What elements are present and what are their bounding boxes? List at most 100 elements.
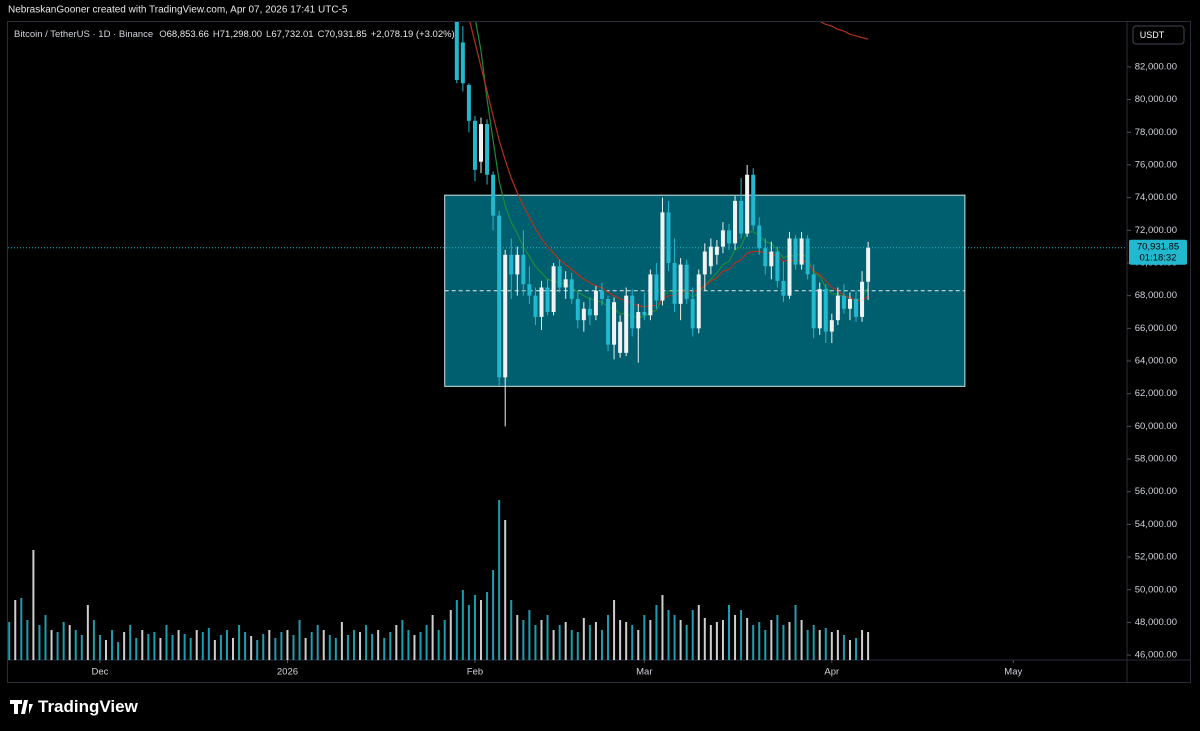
candle-body xyxy=(618,321,623,353)
volume-bar xyxy=(727,605,730,660)
volume-bar xyxy=(238,625,241,660)
candle-body xyxy=(460,42,465,84)
volume-bar xyxy=(848,640,851,660)
candle-body xyxy=(696,274,701,329)
candle-body xyxy=(781,280,786,296)
volume-bar xyxy=(26,620,29,660)
volume-bar xyxy=(359,632,362,660)
candle-body xyxy=(630,295,635,329)
volume-bar xyxy=(649,620,652,660)
volume-bar xyxy=(437,630,440,660)
candle-body xyxy=(841,295,846,309)
candle-body xyxy=(515,254,520,275)
volume-bar xyxy=(691,610,694,660)
volume-bar xyxy=(510,600,513,660)
volume-bar xyxy=(352,630,355,660)
volume-bar xyxy=(328,635,331,660)
volume-bar xyxy=(310,632,313,660)
volume-bar xyxy=(492,570,495,660)
volume-bar xyxy=(758,622,761,660)
volume-bar xyxy=(867,632,870,660)
volume-bar xyxy=(619,620,622,660)
volume-bar xyxy=(480,600,483,660)
volume-bar xyxy=(8,622,11,660)
volume-bar xyxy=(788,622,791,660)
volume-bar xyxy=(232,638,235,660)
volume-bar xyxy=(129,625,132,660)
x-tick-label: Feb xyxy=(467,667,483,678)
candle-body xyxy=(835,295,840,321)
legend-item: O xyxy=(159,29,166,40)
volume-bar xyxy=(467,605,470,660)
volume-bar xyxy=(443,620,446,660)
volume-bar xyxy=(794,605,797,660)
volume-bar xyxy=(407,630,410,660)
y-tick-label: 82,000.00 xyxy=(1135,61,1177,72)
volume-bar xyxy=(655,605,658,660)
candle-body xyxy=(660,212,665,301)
y-tick-label: 50,000.00 xyxy=(1135,584,1177,595)
volume-bar xyxy=(582,618,585,660)
volume-bar xyxy=(371,634,374,660)
volume-bar xyxy=(304,638,307,660)
candle-body xyxy=(521,254,526,285)
candle-body xyxy=(854,298,859,317)
candle-body xyxy=(485,124,490,175)
candle-body xyxy=(527,284,532,296)
currency-button[interactable] xyxy=(1132,25,1185,45)
volume-bar xyxy=(98,635,101,660)
legend-item: 70,931.85 xyxy=(324,29,366,40)
volume-bar xyxy=(244,632,247,660)
volume-bar xyxy=(346,635,349,660)
volume-bar xyxy=(419,632,422,660)
volume-bar xyxy=(340,622,343,660)
candle-body xyxy=(642,312,647,316)
candle-body xyxy=(648,274,653,316)
volume-bar xyxy=(679,620,682,660)
volume-bar xyxy=(625,622,628,660)
volume-bar xyxy=(365,625,368,660)
plot xyxy=(8,22,1127,660)
volume-bar xyxy=(68,625,71,660)
candle-body xyxy=(533,295,538,317)
volume-bar xyxy=(56,632,59,660)
candle-body xyxy=(702,251,707,275)
volume-bar xyxy=(461,590,464,660)
volume-bar xyxy=(570,630,573,660)
x-tick-label: May xyxy=(1004,667,1022,678)
volume-bar xyxy=(607,615,610,660)
volume-bar xyxy=(14,600,17,660)
volume-bar xyxy=(473,595,476,660)
candle-body xyxy=(606,298,611,345)
volume-bar xyxy=(818,630,821,660)
candle-body xyxy=(503,254,508,378)
y-tick-label: 60,000.00 xyxy=(1135,421,1177,432)
volume-bar xyxy=(564,622,567,660)
volume-bar xyxy=(280,632,283,660)
volume-bar xyxy=(189,638,192,660)
candle-body xyxy=(509,254,514,275)
volume-bar xyxy=(764,630,767,660)
volume-bar xyxy=(201,632,204,660)
y-tick-label: 48,000.00 xyxy=(1135,617,1177,628)
x-tick-label: Mar xyxy=(636,667,652,678)
volume-bar xyxy=(812,625,815,660)
volume-bar xyxy=(117,642,120,660)
volume-bar xyxy=(637,630,640,660)
y-tick-label: 74,000.00 xyxy=(1135,192,1177,203)
brand-name: TradingView xyxy=(38,697,139,716)
volume-bar xyxy=(225,630,228,660)
candle-body xyxy=(479,124,484,162)
candle-body xyxy=(612,302,617,345)
volume-bar xyxy=(32,550,35,660)
volume-bar xyxy=(455,600,458,660)
volume-bar xyxy=(721,620,724,660)
overlay: 46,000.00 48,000.00 50,000.00 52,000.00 54,0… xyxy=(91,61,1187,678)
legend-item: L xyxy=(266,29,271,40)
volume-bar xyxy=(776,615,779,660)
volume-bar xyxy=(734,615,737,660)
volume-bar xyxy=(44,615,47,660)
volume-bar xyxy=(667,610,670,660)
volume-bar xyxy=(540,620,543,660)
